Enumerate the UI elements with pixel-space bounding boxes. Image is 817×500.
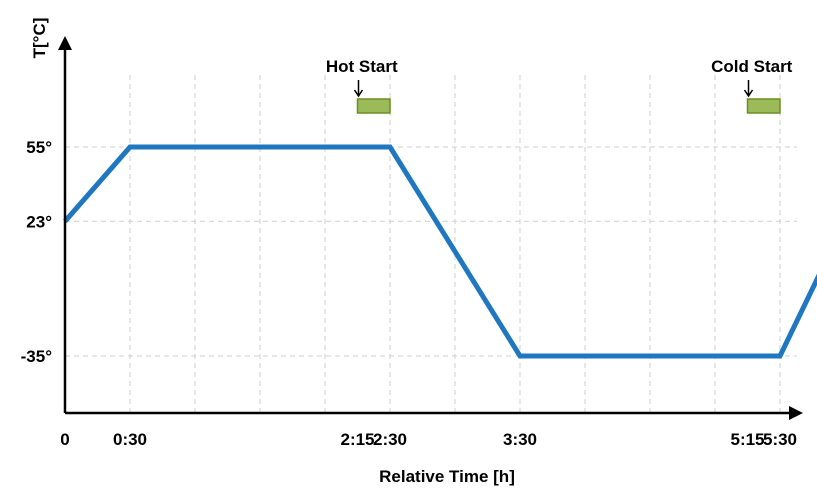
x-tick-label: 2:15 [340, 430, 374, 449]
series [63, 144, 817, 359]
x-tick-label: 5:15 [730, 430, 764, 449]
y-tick-label: -35° [21, 347, 53, 366]
annotations: Hot Start Cold Start [326, 57, 793, 114]
annotation-label: Cold Start [711, 57, 793, 76]
annotation-arrow [353, 80, 364, 98]
y-axis-label: T[°C] [30, 18, 49, 59]
y-tick-label: 55° [26, 138, 52, 157]
annotation-bar [356, 98, 391, 114]
x-tick-label: 2:30 [373, 430, 407, 449]
series-line [63, 144, 817, 359]
tick-labels: 00:302:152:303:305:155:306:0055°23°-35° [21, 138, 797, 449]
grid-lines [65, 75, 797, 413]
x-tick-label: 3:30 [503, 430, 537, 449]
x-tick-label: 0:30 [113, 430, 147, 449]
x-tick-label: 0 [60, 430, 69, 449]
x-axis-arrowhead [789, 406, 803, 420]
x-axis-label: Relative Time [h] [379, 467, 515, 486]
annotation-arrow [743, 80, 754, 98]
y-tick-label: 23° [26, 212, 52, 231]
x-tick-label: 5:30 [763, 430, 797, 449]
annotation-bar [746, 98, 781, 114]
axes [58, 36, 803, 420]
y-axis-arrowhead [58, 36, 72, 50]
annotation-label: Hot Start [326, 57, 398, 76]
